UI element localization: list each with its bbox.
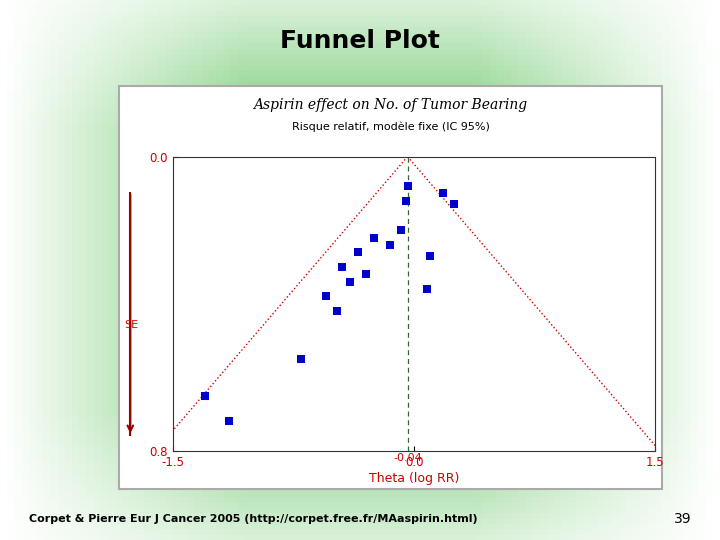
X-axis label: Theta (log RR): Theta (log RR) bbox=[369, 471, 459, 484]
Text: -0.04: -0.04 bbox=[393, 453, 422, 463]
Text: Risque relatif, modèle fixe (IC 95%): Risque relatif, modèle fixe (IC 95%) bbox=[292, 122, 490, 132]
Text: Corpet & Pierre Eur J Cancer 2005 (http://corpet.free.fr/MAaspirin.html): Corpet & Pierre Eur J Cancer 2005 (http:… bbox=[29, 515, 477, 524]
Text: SE: SE bbox=[124, 320, 138, 330]
Text: Aspirin effect on No. of Tumor Bearing: Aspirin effect on No. of Tumor Bearing bbox=[253, 98, 528, 112]
Text: 39: 39 bbox=[674, 512, 691, 526]
Text: Funnel Plot: Funnel Plot bbox=[280, 29, 440, 52]
